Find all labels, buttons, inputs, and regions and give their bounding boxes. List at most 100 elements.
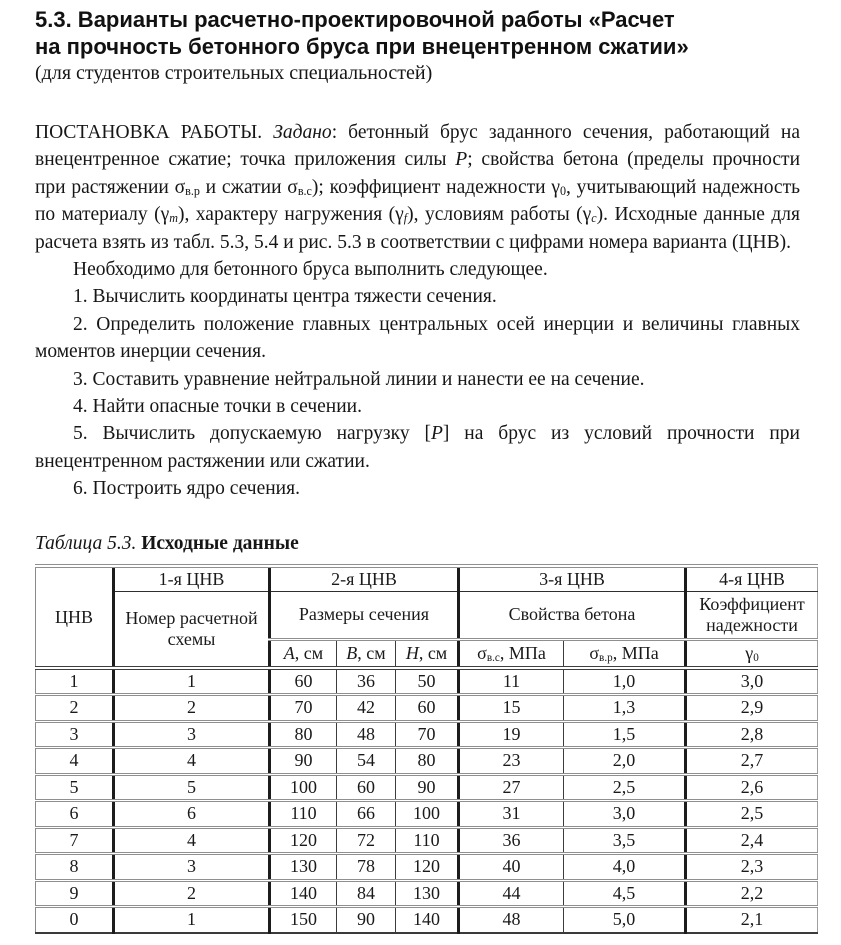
table-cell-b: 48 — [336, 721, 396, 750]
table-cell-scheme: 2 — [113, 694, 271, 723]
table-cell-scheme: 1 — [113, 906, 271, 933]
table-cell-sbc: 15 — [458, 694, 565, 723]
table-cell-sbr: 1,0 — [563, 667, 688, 697]
table-row: 9 2 140 84 130 44 4,5 2,2 — [35, 880, 818, 909]
table-cell-sbr: 4,0 — [563, 853, 688, 882]
table-cell-cnv: 9 — [35, 880, 115, 909]
page-title-line2: на прочность бетонного бруса при внецент… — [35, 34, 689, 59]
table-cell-sbr: 4,5 — [563, 880, 688, 909]
table-cell-a: 130 — [269, 853, 337, 882]
table-cell-g0: 2,2 — [685, 880, 818, 909]
task-item-4: 4. Найти опасные точки в сечении. — [73, 396, 362, 418]
table-cell-h: 60 — [395, 694, 461, 723]
table-cell-scheme: 5 — [113, 774, 271, 803]
col-header-gamma0: γ0 — [745, 643, 759, 665]
col-header-group4: 4-я ЦНВ — [685, 565, 818, 592]
table-cell-h: 130 — [395, 880, 461, 909]
table-cell-cnv: 0 — [35, 906, 115, 933]
col-header-sizes: Размеры сечения — [269, 591, 461, 641]
table-cell-scheme: 2 — [113, 880, 271, 909]
table-cell-sbr: 1,3 — [563, 694, 688, 723]
table-cell-a: 140 — [269, 880, 337, 909]
table-cell-cnv: 8 — [35, 853, 115, 882]
table-cell-scheme: 6 — [113, 800, 271, 829]
table-cell-sbc: 31 — [458, 800, 565, 829]
col-header-cnv: ЦНВ — [35, 565, 115, 668]
intro-paragraph: ПОСТАНОВКА РАБОТЫ. Задано: бетонный брус… — [35, 122, 800, 253]
table-cell-b: 72 — [336, 827, 396, 856]
table-cell-b: 54 — [336, 747, 396, 776]
table-cell-g0: 2,9 — [685, 694, 818, 723]
col-header-concrete: Свойства бетона — [458, 591, 688, 641]
table-row: 7 4 120 72 110 36 3,5 2,4 — [35, 827, 818, 856]
task-item-5: 5. Вычислить допускаемую нагрузку [P] на… — [35, 423, 800, 472]
table-header: ЦНВ 1-я ЦНВ 2-я ЦНВ 3-я ЦНВ 4-я ЦНВ Номе… — [35, 565, 818, 668]
table-cell-cnv: 7 — [35, 827, 115, 856]
table-cell-sbr: 3,5 — [563, 827, 688, 856]
table-cell-h: 140 — [395, 906, 461, 933]
table-cell-g0: 3,0 — [685, 667, 818, 697]
task-item-1: 1. Вычислить координаты центра тяжести с… — [73, 286, 497, 308]
page-title-line1: 5.3. Варианты расчетно-проектировочной р… — [35, 7, 675, 32]
table-cell-cnv: 2 — [35, 694, 115, 723]
col-header-group1: 1-я ЦНВ — [113, 565, 271, 592]
table-cell-b: 66 — [336, 800, 396, 829]
task-item-6: 6. Построить ядро сечения. — [73, 478, 300, 500]
table-cell-g0: 2,7 — [685, 747, 818, 776]
table-cell-sbc: 36 — [458, 827, 565, 856]
col-header-group3: 3-я ЦНВ — [458, 565, 688, 592]
table-cell-scheme: 1 — [113, 667, 271, 697]
table-cell-h: 110 — [395, 827, 461, 856]
table-cell-scheme: 4 — [113, 827, 271, 856]
table-cell-sbc: 44 — [458, 880, 565, 909]
table-cell-sbc: 19 — [458, 721, 565, 750]
table-cell-sbc: 40 — [458, 853, 565, 882]
table-cell-h: 100 — [395, 800, 461, 829]
table-cell-sbr: 3,0 — [563, 800, 688, 829]
table-row: 4 4 90 54 80 23 2,0 2,7 — [35, 747, 818, 776]
table-cell-a: 120 — [269, 827, 337, 856]
table-cell-g0: 2,3 — [685, 853, 818, 882]
col-header-sigma-c: σв.с, МПа — [458, 639, 565, 668]
table-cell-scheme: 3 — [113, 721, 271, 750]
table-cell-a: 150 — [269, 906, 337, 933]
tasks-lead: Необходимо для бетонного бруса выполнить… — [73, 259, 548, 281]
table-cell-a: 70 — [269, 694, 337, 723]
col-header-scheme: Номер расчетной схемы — [113, 591, 271, 668]
table-caption-title: Исходные данные — [141, 532, 299, 554]
table-cell-g0: 2,4 — [685, 827, 818, 856]
table-cell-a: 110 — [269, 800, 337, 829]
table-cell-b: 90 — [336, 906, 396, 933]
col-header-safety: Коэффициент надежности — [685, 591, 818, 641]
table-row: 5 5 100 60 90 27 2,5 2,6 — [35, 774, 818, 803]
table-cell-h: 80 — [395, 747, 461, 776]
table-cell-sbc: 11 — [458, 667, 565, 697]
table-cell-b: 42 — [336, 694, 396, 723]
table-cell-b: 78 — [336, 853, 396, 882]
table-cell-h: 120 — [395, 853, 461, 882]
table-row: 3 3 80 48 70 19 1,5 2,8 — [35, 721, 818, 750]
task-item-3: 3. Составить уравнение нейтральной линии… — [73, 368, 645, 390]
task-item-2: 2. Определить положение главных централь… — [35, 313, 800, 363]
table-body: 1 1 60 36 50 11 1,0 3,0 2 2 70 42 60 15 1,3 2,9 3 3 80 48 70… — [35, 667, 818, 933]
table-cell-cnv: 3 — [35, 721, 115, 750]
table-caption-label: Таблица 5.3. — [35, 532, 137, 554]
col-header-b: B, см — [336, 639, 396, 668]
table-cell-sbc: 48 — [458, 906, 565, 933]
table-cell-h: 70 — [395, 721, 461, 750]
page-subtitle: (для студентов строительных специальност… — [35, 62, 433, 84]
table-row: 2 2 70 42 60 15 1,3 2,9 — [35, 694, 818, 723]
col-header-sigma-p: σв.р, МПа — [563, 639, 688, 668]
table-cell-a: 80 — [269, 721, 337, 750]
col-header-group2: 2-я ЦНВ — [269, 565, 461, 592]
table-cell-a: 60 — [269, 667, 337, 697]
table-cell-sbr: 2,5 — [563, 774, 688, 803]
table-cell-a: 100 — [269, 774, 337, 803]
table-cell-scheme: 3 — [113, 853, 271, 882]
table-row: 8 3 130 78 120 40 4,0 2,3 — [35, 853, 818, 882]
table-cell-sbc: 27 — [458, 774, 565, 803]
table-cell-cnv: 1 — [35, 667, 115, 697]
col-header-a: A, см — [269, 639, 337, 668]
data-table: ЦНВ 1-я ЦНВ 2-я ЦНВ 3-я ЦНВ 4-я ЦНВ Номе… — [35, 563, 819, 934]
